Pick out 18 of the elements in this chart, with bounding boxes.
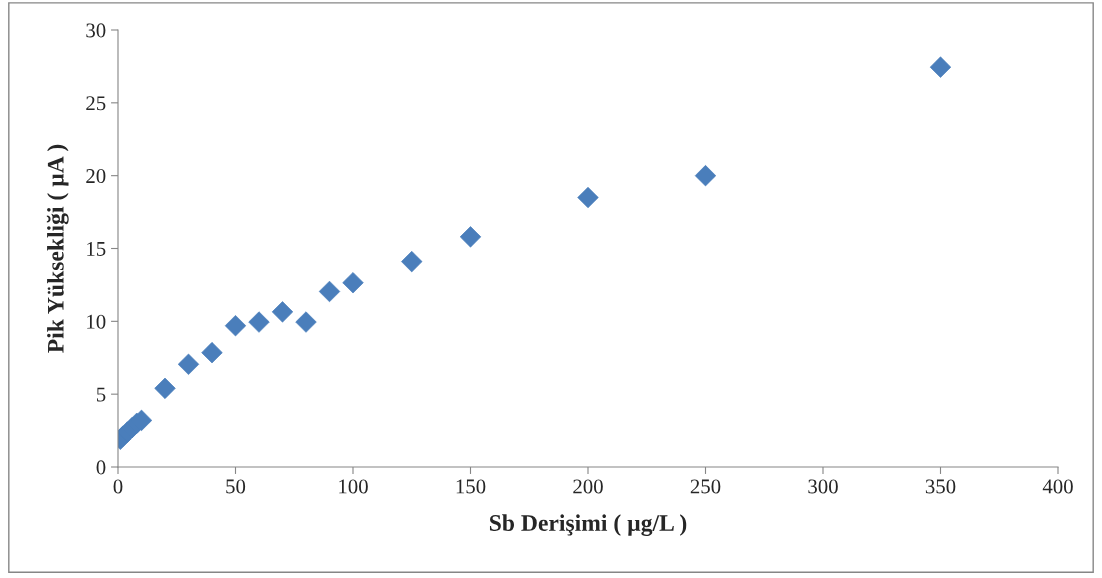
x-tick-label: 300 [808, 479, 838, 494]
x-tick-label: 400 [1042, 479, 1073, 494]
x-tick-label: 0 [113, 479, 123, 494]
x-tick-label: 150 [456, 479, 486, 494]
y-tick-label: 15 [87, 241, 106, 256]
y-tick-label: 5 [96, 387, 106, 402]
y-tick-label: 30 [86, 23, 106, 38]
x-tick-label: 350 [925, 479, 956, 494]
x-tick-label: 100 [339, 479, 368, 494]
y-axis-title: Pik Yüksekliği ( µA ) [46, 144, 69, 353]
y-tick-label: 0 [96, 460, 106, 475]
x-tick-label: 200 [573, 479, 603, 494]
x-axis-title: Sb Derişimi ( µg/L ) [489, 514, 687, 536]
y-tick-label: 10 [87, 314, 106, 329]
y-tick-label: 20 [86, 169, 106, 184]
y-tick-label: 25 [86, 96, 106, 111]
x-tick-label: 250 [690, 479, 721, 494]
x-tick-label: 50 [226, 479, 246, 494]
